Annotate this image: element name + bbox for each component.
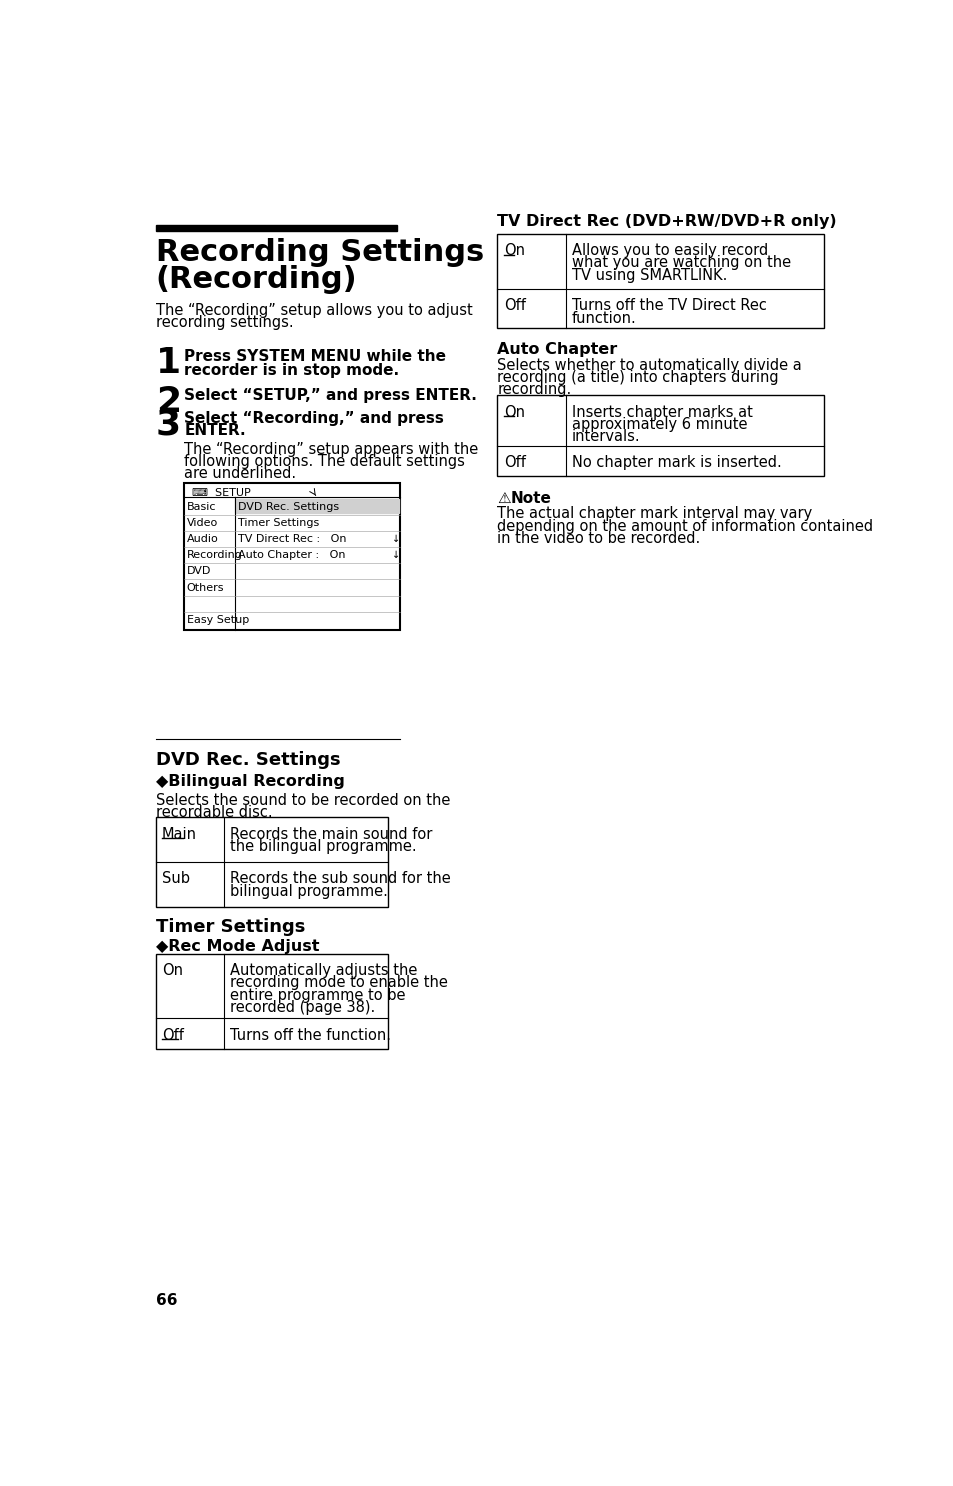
Text: The “Recording” setup appears with the: The “Recording” setup appears with the: [184, 441, 478, 456]
Text: No chapter mark is inserted.: No chapter mark is inserted.: [571, 455, 781, 470]
Text: recording (a title) into chapters during: recording (a title) into chapters during: [497, 370, 779, 385]
Text: Records the main sound for: Records the main sound for: [230, 826, 432, 841]
Text: 2: 2: [155, 385, 181, 419]
Text: TV Direct Rec :   On: TV Direct Rec : On: [237, 533, 346, 544]
Text: what you are watching on the: what you are watching on the: [571, 256, 790, 270]
Text: Recording: Recording: [187, 550, 242, 560]
Text: recording.: recording.: [497, 382, 571, 397]
Text: TV Direct Rec (DVD+RW/DVD+R only): TV Direct Rec (DVD+RW/DVD+R only): [497, 214, 836, 229]
Text: recordable disc.: recordable disc.: [155, 805, 272, 820]
Text: Allows you to easily record: Allows you to easily record: [571, 244, 767, 259]
Text: Inserts chapter marks at: Inserts chapter marks at: [571, 404, 752, 419]
Text: Main: Main: [162, 826, 196, 841]
Text: (Recording): (Recording): [155, 265, 357, 294]
Bar: [497, 233, 823, 328]
Text: recorder is in stop mode.: recorder is in stop mode.: [184, 363, 399, 377]
Text: 3: 3: [155, 407, 181, 441]
Text: Off: Off: [503, 455, 525, 470]
Text: Press SYSTEM MENU while the: Press SYSTEM MENU while the: [184, 349, 446, 364]
Text: Note: Note: [510, 490, 551, 505]
Text: Selects the sound to be recorded on the: Selects the sound to be recorded on the: [155, 792, 450, 808]
Text: are underlined.: are underlined.: [184, 467, 296, 481]
Text: recording settings.: recording settings.: [155, 315, 293, 330]
Text: ⚠: ⚠: [497, 490, 511, 505]
Text: On: On: [162, 963, 183, 978]
Text: The “Recording” setup allows you to adjust: The “Recording” setup allows you to adju…: [155, 303, 472, 318]
Text: The actual chapter mark interval may vary: The actual chapter mark interval may var…: [497, 507, 812, 522]
Text: Automatically adjusts the: Automatically adjusts the: [230, 963, 417, 978]
Text: approximately 6 minute: approximately 6 minute: [571, 418, 746, 432]
Text: DVD Rec. Settings: DVD Rec. Settings: [237, 502, 338, 511]
Bar: [184, 483, 399, 630]
Bar: [155, 954, 388, 1049]
Text: Off: Off: [503, 299, 525, 314]
Bar: [155, 226, 397, 230]
Text: intervals.: intervals.: [571, 429, 639, 444]
Text: Timer Settings: Timer Settings: [237, 519, 318, 528]
Text: ◆Rec Mode Adjust: ◆Rec Mode Adjust: [155, 939, 319, 954]
Text: Basic: Basic: [187, 502, 216, 511]
Text: ↓: ↓: [392, 550, 399, 560]
Text: in the video to be recorded.: in the video to be recorded.: [497, 531, 700, 545]
Text: entire programme to be: entire programme to be: [230, 988, 405, 1003]
Text: Off: Off: [162, 1028, 184, 1043]
Text: DVD Rec. Settings: DVD Rec. Settings: [155, 752, 340, 770]
Text: depending on the amount of information contained: depending on the amount of information c…: [497, 519, 873, 533]
Text: Auto Chapter: Auto Chapter: [497, 342, 617, 357]
Text: ENTER.: ENTER.: [184, 424, 246, 438]
Text: Auto Chapter :   On: Auto Chapter : On: [237, 550, 345, 560]
Text: recorded (page 38).: recorded (page 38).: [230, 1000, 375, 1015]
Text: Others: Others: [187, 583, 224, 593]
Text: bilingual programme.: bilingual programme.: [230, 884, 388, 899]
Text: Turns off the TV Direct Rec: Turns off the TV Direct Rec: [571, 299, 766, 314]
Bar: [497, 395, 823, 477]
Bar: [235, 499, 398, 513]
Text: Easy Setup: Easy Setup: [187, 615, 249, 626]
Text: ◆Bilingual Recording: ◆Bilingual Recording: [155, 774, 344, 789]
Text: following options. The default settings: following options. The default settings: [184, 455, 465, 470]
Text: Audio: Audio: [187, 533, 218, 544]
Text: the bilingual programme.: the bilingual programme.: [230, 840, 416, 854]
Text: Recording Settings: Recording Settings: [155, 238, 483, 267]
Text: function.: function.: [571, 311, 636, 325]
Text: DVD: DVD: [187, 566, 211, 577]
Text: Records the sub sound for the: Records the sub sound for the: [230, 871, 451, 886]
Text: Video: Video: [187, 519, 217, 528]
Text: Sub: Sub: [162, 871, 190, 886]
Text: Timer Settings: Timer Settings: [155, 917, 305, 936]
Text: On: On: [503, 404, 524, 419]
Bar: [155, 817, 388, 906]
Text: ↓: ↓: [392, 533, 399, 544]
Text: 1: 1: [155, 346, 181, 380]
Text: Select “SETUP,” and press ENTER.: Select “SETUP,” and press ENTER.: [184, 388, 476, 403]
Text: TV using SMARTLINK.: TV using SMARTLINK.: [571, 267, 726, 282]
Text: ⌨  SETUP: ⌨ SETUP: [192, 487, 251, 498]
Text: 66: 66: [155, 1293, 177, 1308]
Text: On: On: [503, 244, 524, 259]
Text: recording mode to enable the: recording mode to enable the: [230, 975, 448, 990]
Text: Turns off the function.: Turns off the function.: [230, 1028, 391, 1043]
Text: Select “Recording,” and press: Select “Recording,” and press: [184, 410, 444, 426]
Text: Selects whether to automatically divide a: Selects whether to automatically divide …: [497, 358, 801, 373]
